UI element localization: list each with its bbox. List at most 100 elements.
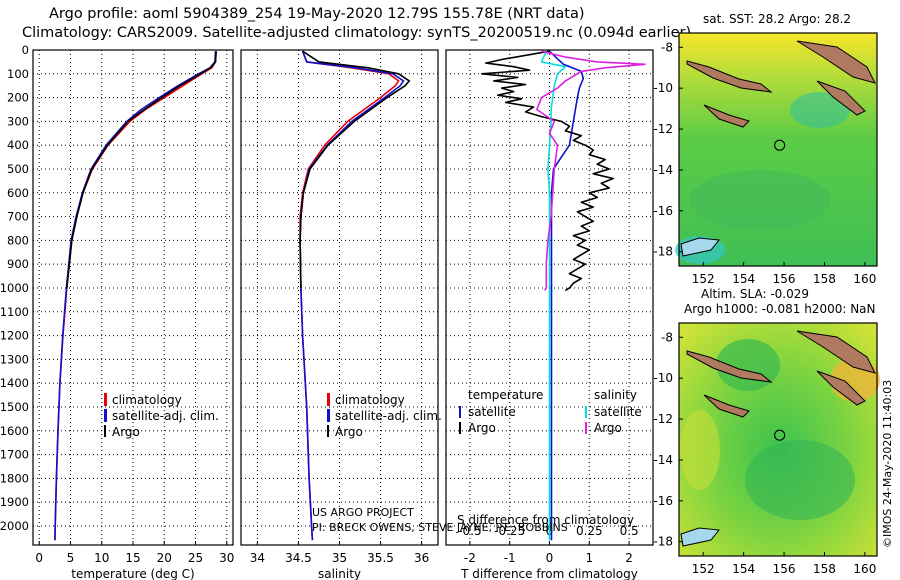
sla-map-reef <box>680 527 720 547</box>
sla-map-coastline <box>816 370 866 406</box>
sla-map: -8 -10 -12 -14 -16 -18 152 154 156 158 160 <box>653 322 880 576</box>
pressure-tick-label: 1500 <box>0 400 29 414</box>
sst-map-lon-label: 154 <box>732 272 755 286</box>
difference-xtick-label: 2 <box>625 551 633 565</box>
temperature-xtick-label: 10 <box>94 551 109 565</box>
sla-map-frame <box>678 322 878 557</box>
sla-map-title: Altim. SLA: -0.029 <box>701 287 810 301</box>
sla-map-lat-label: -14 <box>653 453 673 467</box>
legend2-swatch-argo <box>327 425 329 437</box>
credit-line1: US ARGO PROJECT <box>312 506 414 519</box>
sla-map-lat-label: -12 <box>653 412 673 426</box>
legend2-label-climatology: climatology <box>335 393 405 407</box>
legend3-swatch-t-satellite <box>459 406 461 418</box>
pressure-tick-label: 0 <box>22 43 29 57</box>
sla-map-lon-label: 152 <box>692 562 715 576</box>
difference-panel: -2 -1 0 1 2 T difference from climatology -0.5… <box>445 49 654 580</box>
pressure-tick-label: 800 <box>7 233 29 247</box>
legend3-swatch-s-argo <box>585 422 587 434</box>
legend-label-argo: Argo <box>112 425 140 439</box>
legend2-label-satellite: satellite-adj. clim. <box>335 409 442 423</box>
legend3-swatch-t-argo <box>459 422 461 434</box>
sst-map-reef <box>680 237 720 257</box>
salinity-xtick-label: 34.5 <box>285 551 312 565</box>
legends: climatology satellite-adj. clim. Argo cl… <box>104 388 642 439</box>
sla-map-field-patch <box>745 440 855 520</box>
temperature-xtick-label: 25 <box>188 551 203 565</box>
sla-map-lon-label: 160 <box>853 562 876 576</box>
temperature-xtick-label: 15 <box>125 551 140 565</box>
legend-swatch-satellite <box>104 409 107 422</box>
difference-xtick-label: 0 <box>546 551 554 565</box>
legend3-header-temperature: temperature <box>468 388 543 402</box>
pressure-tick-label: 2000 <box>0 519 29 533</box>
legend3-label-s-argo: Argo <box>594 421 622 435</box>
sst-map-coastline <box>703 104 750 128</box>
height-map-title: Argo h1000: -0.081 h2000: NaN <box>684 302 876 316</box>
pressure-tick-label: 1100 <box>0 305 29 319</box>
legend3-header-salinity: salinity <box>594 388 637 402</box>
sla-map-lon-label: 154 <box>732 562 755 576</box>
plot-title-line2: Climatology: CARS2009. Satellite-adjuste… <box>22 25 692 41</box>
difference-x2label: S difference from climatology <box>457 513 634 527</box>
legend3-label-t-argo: Argo <box>468 421 496 435</box>
sla-map-field-patch <box>680 410 720 490</box>
sst-map-lat-label: -18 <box>653 245 673 259</box>
pressure-tick-label: 100 <box>7 67 29 81</box>
sst-map-lon-label: 158 <box>813 272 836 286</box>
temperature-xtick-label: 30 <box>219 551 234 565</box>
legend-swatch-argo <box>104 425 106 437</box>
sla-map-lat-label: -10 <box>653 371 673 385</box>
legend3-label-s-satellite: satellite <box>594 405 642 419</box>
difference-series-temperature-argo <box>481 50 614 292</box>
pressure-tick-label: 1600 <box>0 424 29 438</box>
sla-map-lat-label: -8 <box>661 330 673 344</box>
salinity-xtick-label: 34 <box>250 551 265 565</box>
sst-map-frame <box>678 32 878 267</box>
sla-map-lat-label: -16 <box>653 494 673 508</box>
sla-map-coastline <box>796 330 876 374</box>
sst-map-title: sat. SST: 28.2 Argo: 28.2 <box>703 12 852 26</box>
difference-xtick-label: -2 <box>464 551 476 565</box>
pressure-tick-label: 1200 <box>0 329 29 343</box>
difference-x2tick-label: -0.5 <box>458 524 481 538</box>
sst-map-lat-label: -14 <box>653 163 673 177</box>
legend-label-satellite: satellite-adj. clim. <box>112 409 219 423</box>
sst-map-lon-label: 156 <box>773 272 796 286</box>
pressure-tick-label: 900 <box>7 257 29 271</box>
sla-map-coastline <box>686 350 773 383</box>
temperature-series-argo <box>66 51 217 289</box>
pressure-tick-label: 1000 <box>0 281 29 295</box>
pressure-tick-label: 1700 <box>0 448 29 462</box>
difference-x2tick-label: 0.5 <box>620 524 639 538</box>
legend2-swatch-satellite <box>327 409 330 422</box>
difference-series-salinity-argo <box>536 50 646 291</box>
pressure-tick-label: 1400 <box>0 376 29 390</box>
sst-map-lat-label: -10 <box>653 81 673 95</box>
sst-map-lat-label: -12 <box>653 122 673 136</box>
legend3-label-t-satellite: satellite <box>468 405 516 419</box>
sla-map-float-marker <box>774 429 786 441</box>
pressure-tick-label: 1800 <box>0 471 29 485</box>
sst-map: -8 -10 -12 -14 -16 -18 152 154 156 158 160 <box>653 32 878 286</box>
pressure-tick-label: 1300 <box>0 352 29 366</box>
difference-series-salinity-satellite <box>540 50 567 541</box>
salinity-xlabel: salinity <box>318 567 361 580</box>
difference-xtick-label: 1 <box>585 551 593 565</box>
temperature-series-climatology <box>54 51 217 541</box>
sst-map-field-patch <box>690 170 830 230</box>
sst-map-lon-label: 160 <box>853 272 876 286</box>
difference-x2tick-label: 0.25 <box>576 524 603 538</box>
pressure-tick-label: 500 <box>7 162 29 176</box>
sst-map-lat-label: -16 <box>653 204 673 218</box>
sst-map-coastline <box>796 40 876 84</box>
salinity-series-argo <box>299 50 411 289</box>
pressure-tick-label: 300 <box>7 114 29 128</box>
salinity-xtick-label: 36 <box>414 551 429 565</box>
sla-map-lon-label: 156 <box>773 562 796 576</box>
legend-label-climatology: climatology <box>112 393 182 407</box>
pressure-tick-label: 200 <box>7 91 29 105</box>
legend-swatch-climatology <box>104 393 107 406</box>
temperature-xtick-label: 5 <box>67 551 75 565</box>
